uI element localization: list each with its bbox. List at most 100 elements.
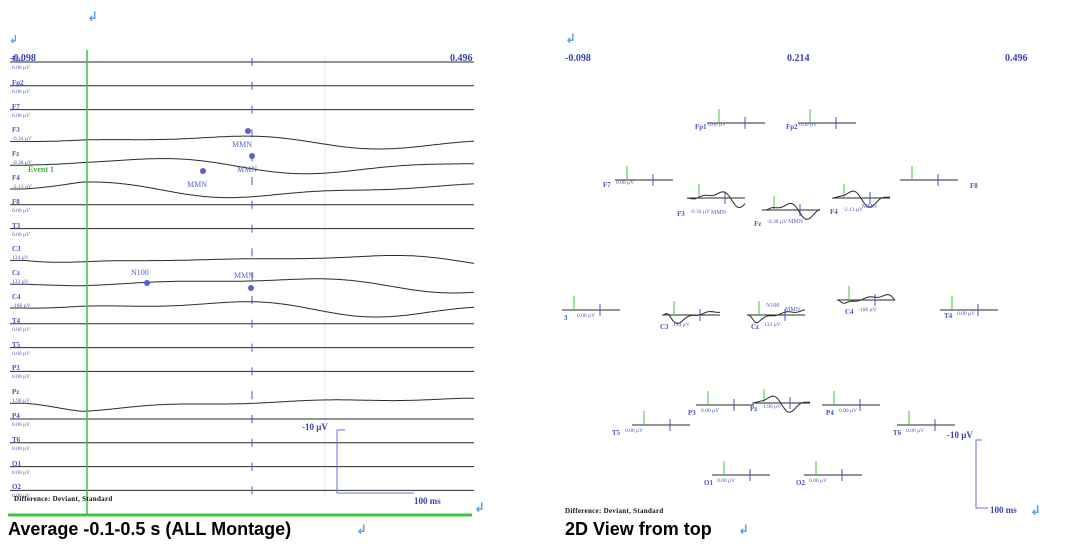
scale-time-label: 100 ms [990, 505, 1017, 515]
channel-name: Fp1 [12, 55, 24, 63]
channel-value: 0.00 µV [12, 469, 31, 476]
channel-name: F7 [12, 102, 20, 111]
event-marker-label: Event 1 [28, 165, 54, 174]
electrode-value: 1.96 µV [763, 404, 782, 410]
electrode-name: F3 [677, 210, 685, 218]
annotation-mmn: MMN [234, 271, 255, 280]
electrode-name: P4 [826, 409, 834, 417]
channel-name: F8 [12, 197, 20, 206]
paragraph-mark: ↲ [9, 33, 19, 46]
channel-value: -0.34 µV [12, 136, 32, 143]
eeg-trace [831, 190, 890, 208]
channel-name: C4 [12, 293, 21, 301]
difference-label: Difference: Deviant, Standard [14, 495, 113, 503]
channel-value: 0.00 µV [12, 422, 31, 428]
electrode-name: O1 [704, 479, 713, 487]
peak-marker [248, 285, 254, 291]
time-end-label: 0.496 [1005, 53, 1028, 64]
channel-name: O2 [12, 483, 21, 492]
electrode-name: Fp1 [695, 123, 707, 131]
time-mid-label: 0.214 [787, 53, 810, 64]
electrode-value: 0.00 µV [957, 311, 976, 317]
electrode-value: 0.00 µV [625, 428, 644, 434]
electrode-name: P3 [688, 409, 696, 417]
time-start-label: -0.098 [10, 53, 36, 64]
electrode-name: Fz [754, 220, 762, 228]
paragraph-mark: ↲ [356, 523, 367, 538]
electrode-value: -2.13 µV [843, 207, 863, 213]
electrode-name: T6 [893, 429, 902, 437]
annotation-mmn: MMN [232, 140, 253, 149]
channel-value: 0.00 µV [12, 326, 31, 333]
difference-label: Difference: Deviant, Standard [565, 507, 664, 515]
scale-bar [975, 439, 988, 509]
electrode-value: 0.00 µV [809, 478, 828, 484]
annotation-mmn: MMN [788, 219, 804, 225]
paragraph-mark: ↲ [565, 32, 576, 47]
montage-plot [8, 50, 475, 517]
scale-time-label: 100 ms [414, 496, 441, 506]
channel-name: Cz [12, 269, 21, 278]
electrode-value: 134 µV [673, 322, 690, 328]
figure-caption: Average -0.1-0.5 s (ALL Montage) [8, 519, 292, 539]
channel-name: O1 [12, 459, 21, 468]
electrode-value: -0.38 µV [767, 219, 787, 225]
channel-name: T3 [12, 221, 21, 230]
electrode-name: T5 [612, 429, 621, 437]
channel-value: 0.00 µV [12, 445, 31, 452]
eeg-trace [751, 395, 810, 413]
electrode-value: 0.00 µV [708, 122, 727, 128]
channel-name: Pz [12, 388, 20, 397]
channel-value: 0.00 µV [12, 65, 31, 71]
channel-value: -0.38 µV [12, 160, 32, 167]
time-start-label: -0.098 [565, 53, 591, 64]
electrode-value: -0.34 µV [690, 209, 710, 215]
electrode-value: 0.00 µV [616, 180, 635, 186]
paragraph-mark: ↲ [87, 10, 98, 25]
electrode-name: O2 [796, 479, 805, 487]
eeg-trace [686, 191, 746, 209]
channel-name: F3 [12, 126, 20, 135]
channel-name: Fp2 [12, 78, 24, 87]
channel-name: Fz [12, 150, 20, 159]
channel-value: 0.00 µV [12, 493, 31, 500]
annotation-mmn: MMN [711, 210, 727, 216]
figure-caption: 2D View from top [565, 519, 712, 539]
electrode-value: 0.00 µV [717, 478, 736, 484]
annotation-mmn: MMN [187, 180, 208, 189]
channel-name: T6 [12, 435, 21, 444]
paragraph-mark: ↲ [474, 501, 485, 516]
electrode-name: C3 [660, 323, 669, 331]
channel-name: C3 [12, 245, 21, 254]
eeg-trace [762, 202, 821, 220]
paragraph-mark: ↲ [1030, 504, 1041, 519]
electrode-value: 0.00 µV [906, 428, 925, 434]
annotation-mmn: MMN [237, 165, 258, 174]
channel-value: 0.00 µV [12, 112, 31, 119]
electrode-name: C4 [845, 308, 854, 316]
electrode-value: 133 µV [764, 322, 781, 328]
channel-value: 134 µV [12, 255, 29, 262]
channel-name: P4 [12, 412, 20, 420]
electrode-name: Pz [750, 405, 758, 413]
eeg-trace [661, 310, 721, 325]
electrode-name: F7 [603, 181, 611, 189]
eeg-trace [836, 294, 896, 304]
electrode-name: Fp2 [786, 123, 798, 131]
peak-marker [200, 168, 206, 174]
channel-value: -2.13 µV [12, 184, 32, 190]
electrode-name: T4 [944, 312, 953, 320]
channel-value: 1.96 µV [12, 398, 31, 405]
channel-name: F4 [12, 174, 20, 182]
peak-marker [249, 153, 255, 159]
channel-value: 0.00 µV [12, 350, 31, 357]
channel-value: 0.00 µV [12, 207, 31, 214]
channel-name: P3 [12, 364, 20, 373]
electrode-value: -168 µV [858, 307, 877, 313]
electrode-name: F4 [830, 208, 838, 216]
annotation-n100: N100 [766, 303, 780, 309]
peak-marker [144, 280, 150, 286]
channel-name: T5 [12, 340, 21, 349]
electrode-name: Cz [751, 323, 760, 331]
